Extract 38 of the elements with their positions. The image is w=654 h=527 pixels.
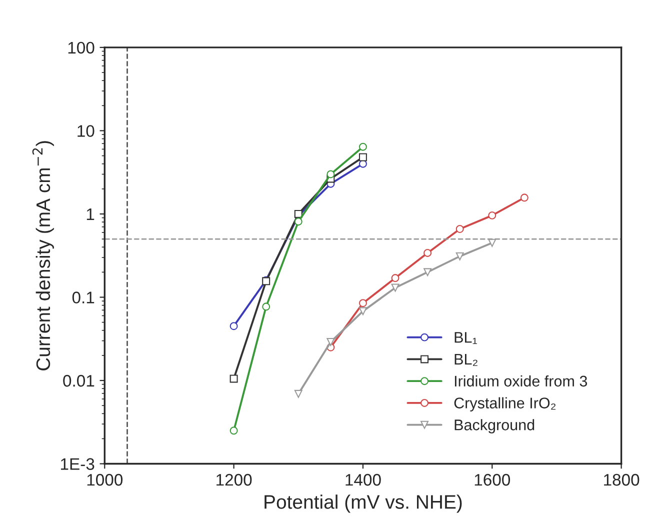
point [391, 284, 400, 292]
y-tick-label: 0.01 [63, 374, 94, 387]
legend-label: Background [454, 419, 534, 434]
y-axis-title: Current density (mA cm$^{−2}$) [32, 141, 54, 370]
y-tick-label: 1E-3 [60, 458, 94, 470]
point [391, 274, 400, 282]
point [520, 194, 528, 202]
legend-label: Iridium oxide from 3 [454, 375, 588, 387]
x-tick-label: 1200 [216, 474, 252, 486]
point [326, 170, 335, 178]
point [230, 322, 238, 330]
point [230, 426, 238, 435]
legend-label: BL₁ [454, 332, 477, 344]
point [456, 252, 464, 260]
point [262, 302, 270, 311]
point [424, 248, 432, 257]
point [424, 268, 432, 276]
x-tick-label: 1000 [87, 474, 123, 486]
point [230, 374, 238, 383]
point [294, 390, 302, 398]
point [326, 338, 335, 346]
x-axis-title: Potential (mV vs. NHE) [264, 494, 462, 513]
y-tick-label: 100 [68, 42, 94, 54]
point [358, 299, 367, 308]
point [488, 211, 496, 220]
point [358, 142, 367, 151]
x-tick-label: 1600 [474, 474, 510, 486]
x-tick-label: 1800 [604, 474, 640, 486]
y-tick-label: 1 [86, 208, 94, 220]
y-tick-label: 0.1 [72, 292, 94, 304]
point [456, 224, 464, 233]
x-tick-label: 1400 [346, 474, 381, 486]
point [358, 153, 367, 162]
point [294, 218, 302, 226]
point [358, 307, 367, 316]
legend-label: BL₂ [454, 354, 478, 366]
legend-label: Crystalline IrO₂ [454, 397, 556, 412]
y-tick-label: 10 [78, 125, 94, 137]
